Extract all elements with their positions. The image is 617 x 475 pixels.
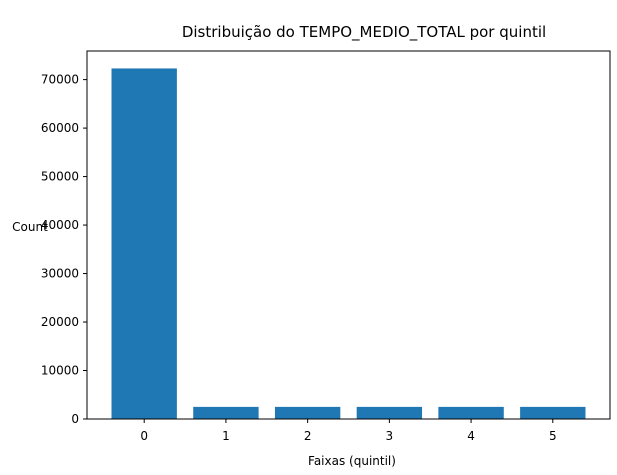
x-axis-label: Faixas (quintil): [308, 454, 396, 468]
x-tick-label-5: 5: [549, 429, 557, 443]
x-tick-label-0: 0: [140, 429, 148, 443]
x-tick-label-2: 2: [304, 429, 312, 443]
chart-title: Distribuição do TEMPO_MEDIO_TOTAL por qu…: [182, 23, 546, 42]
bar-2: [274, 406, 341, 419]
x-tick-label-1: 1: [222, 429, 230, 443]
x-tick-label-4: 4: [467, 429, 475, 443]
plot-area: [86, 50, 611, 420]
bar-1: [193, 406, 259, 419]
y-tick-label-20000: 20000: [41, 315, 79, 329]
y-tick-label-70000: 70000: [41, 73, 79, 87]
bar-0: [111, 68, 177, 420]
bar-5: [520, 406, 586, 419]
bar-3: [356, 406, 423, 419]
y-tick-label-50000: 50000: [41, 170, 79, 184]
x-tick-label-3: 3: [386, 429, 394, 443]
y-tick-label-30000: 30000: [41, 267, 79, 281]
y-axis-label: Count: [12, 220, 48, 234]
x-axis: 0 1 2 3 4 5: [140, 419, 557, 443]
y-tick-label-40000: 40000: [41, 218, 79, 232]
plot-frame: [86, 50, 611, 420]
y-tick-label-60000: 60000: [41, 121, 79, 135]
y-tick-label-10000: 10000: [41, 364, 79, 378]
bar-4: [438, 406, 504, 419]
y-tick-label-0: 0: [71, 412, 79, 426]
y-axis: 0 10000 20000 30000 40000 50000 60000 70000: [41, 73, 87, 426]
